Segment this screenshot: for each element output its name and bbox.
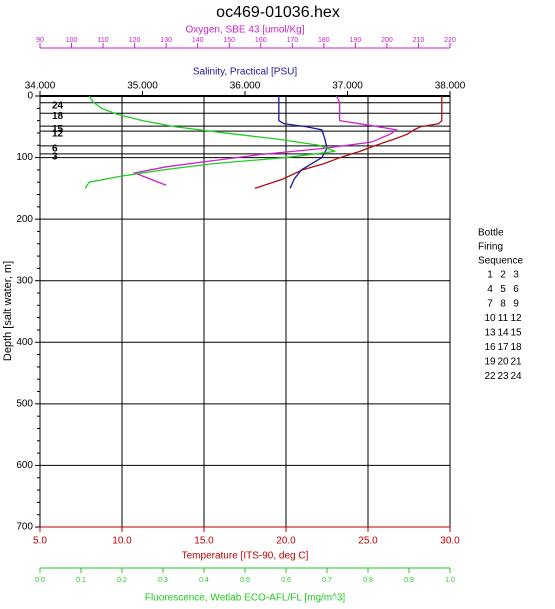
x-tick-label: 0.0 bbox=[35, 577, 45, 584]
legend-entry: 17 bbox=[497, 342, 509, 353]
x-tick-label: 15.0 bbox=[194, 536, 214, 547]
profile-line bbox=[278, 96, 328, 189]
legend-entry: 8 bbox=[500, 299, 506, 310]
x-tick-label: 220 bbox=[444, 37, 456, 44]
x-axis-label: Fluorescence, Wetlab ECO-AFL/FL [mg/m^3] bbox=[145, 593, 346, 604]
legend-entry: 2 bbox=[500, 270, 506, 281]
legend-title: Sequence bbox=[478, 256, 523, 267]
legend-entry: 18 bbox=[510, 342, 522, 353]
x-tick-label: 0.7 bbox=[322, 577, 332, 584]
bottle-label: 18 bbox=[52, 111, 64, 122]
legend-entry: 9 bbox=[513, 299, 519, 310]
x-tick-label: 210 bbox=[413, 37, 425, 44]
x-tick-label: 100 bbox=[66, 37, 78, 44]
x-tick-label: 0.9 bbox=[404, 577, 414, 584]
legend-title: Firing bbox=[478, 242, 503, 253]
x-tick-label: 0.3 bbox=[158, 577, 168, 584]
x-tick-label: 0.2 bbox=[117, 577, 127, 584]
legend-entry: 5 bbox=[500, 284, 506, 295]
x-tick-label: 150 bbox=[223, 37, 235, 44]
legend-entry: 16 bbox=[484, 342, 496, 353]
x-axis-label: Oxygen, SBE 43 [umol/Kg] bbox=[186, 25, 305, 36]
legend-title: Bottle bbox=[478, 228, 504, 239]
legend-entry: 23 bbox=[497, 371, 509, 382]
x-tick-label: 170 bbox=[286, 37, 298, 44]
x-tick-label: 90 bbox=[36, 37, 44, 44]
legend-entry: 11 bbox=[498, 313, 509, 324]
y-tick-label: 500 bbox=[16, 398, 33, 409]
x-tick-label: 0.8 bbox=[363, 577, 373, 584]
x-tick-label: 38.000 bbox=[435, 81, 466, 92]
profile-line bbox=[254, 96, 443, 189]
profile-line bbox=[84, 95, 336, 189]
legend-entry: 20 bbox=[497, 357, 509, 368]
y-tick-label: 600 bbox=[16, 460, 33, 471]
x-tick-label: 10.0 bbox=[112, 536, 132, 547]
y-tick-label: 100 bbox=[16, 152, 33, 163]
x-tick-label: 200 bbox=[381, 37, 393, 44]
x-tick-label: 36.000 bbox=[230, 81, 261, 92]
profile-line bbox=[132, 95, 399, 186]
legend-entry: 14 bbox=[497, 328, 509, 339]
chart-title: oc469-01036.hex bbox=[216, 4, 340, 21]
legend-entry: 19 bbox=[484, 357, 496, 368]
x-tick-label: 110 bbox=[97, 37, 108, 44]
bottle-label: 6 bbox=[52, 144, 58, 155]
x-tick-label: 0.1 bbox=[76, 577, 86, 584]
legend-entry: 24 bbox=[510, 371, 522, 382]
y-tick-label: 700 bbox=[16, 522, 33, 533]
x-tick-label: 130 bbox=[160, 37, 172, 44]
x-tick-label: 20.0 bbox=[276, 536, 296, 547]
x-tick-label: 1.0 bbox=[445, 577, 455, 584]
x-tick-label: 35.000 bbox=[127, 81, 158, 92]
legend-entry: 21 bbox=[510, 357, 522, 368]
y-tick-label: 300 bbox=[16, 275, 33, 286]
y-axis-label: Depth [salt water, m] bbox=[2, 261, 14, 361]
x-tick-label: 180 bbox=[318, 37, 330, 44]
bottle-label: 3 bbox=[52, 152, 58, 163]
x-tick-label: 30.0 bbox=[440, 536, 460, 547]
bottle-label: 12 bbox=[52, 129, 64, 140]
legend-entry: 7 bbox=[487, 299, 493, 310]
x-axis-label: Temperature [ITS-90, deg C] bbox=[182, 551, 309, 562]
legend-entry: 6 bbox=[513, 284, 519, 295]
x-tick-label: 5.0 bbox=[33, 536, 47, 547]
x-tick-label: 0.4 bbox=[199, 577, 209, 584]
legend-entry: 1 bbox=[487, 270, 493, 281]
legend-entry: 10 bbox=[484, 313, 496, 324]
x-tick-label: 0.5 bbox=[240, 577, 250, 584]
y-tick-label: 200 bbox=[16, 214, 33, 225]
legend-entry: 12 bbox=[510, 313, 522, 324]
bottle-label: 24 bbox=[52, 100, 64, 111]
legend-entry: 15 bbox=[510, 328, 522, 339]
y-tick-label: 0 bbox=[27, 91, 33, 102]
y-tick-label: 400 bbox=[16, 337, 33, 348]
x-tick-label: 120 bbox=[129, 37, 141, 44]
legend-entry: 13 bbox=[484, 328, 496, 339]
bottle-label: 15 bbox=[52, 124, 64, 135]
x-tick-label: 25.0 bbox=[358, 536, 378, 547]
legend-entry: 4 bbox=[487, 284, 493, 295]
x-tick-label: 160 bbox=[255, 37, 267, 44]
x-tick-label: 34.000 bbox=[25, 81, 56, 92]
x-tick-label: 0.6 bbox=[281, 577, 291, 584]
x-tick-label: 190 bbox=[350, 37, 362, 44]
x-tick-label: 37.000 bbox=[332, 81, 363, 92]
legend-entry: 3 bbox=[513, 270, 519, 281]
legend-entry: 22 bbox=[484, 371, 496, 382]
x-axis-label: Salinity, Practical [PSU] bbox=[193, 67, 298, 78]
x-tick-label: 140 bbox=[192, 37, 204, 44]
